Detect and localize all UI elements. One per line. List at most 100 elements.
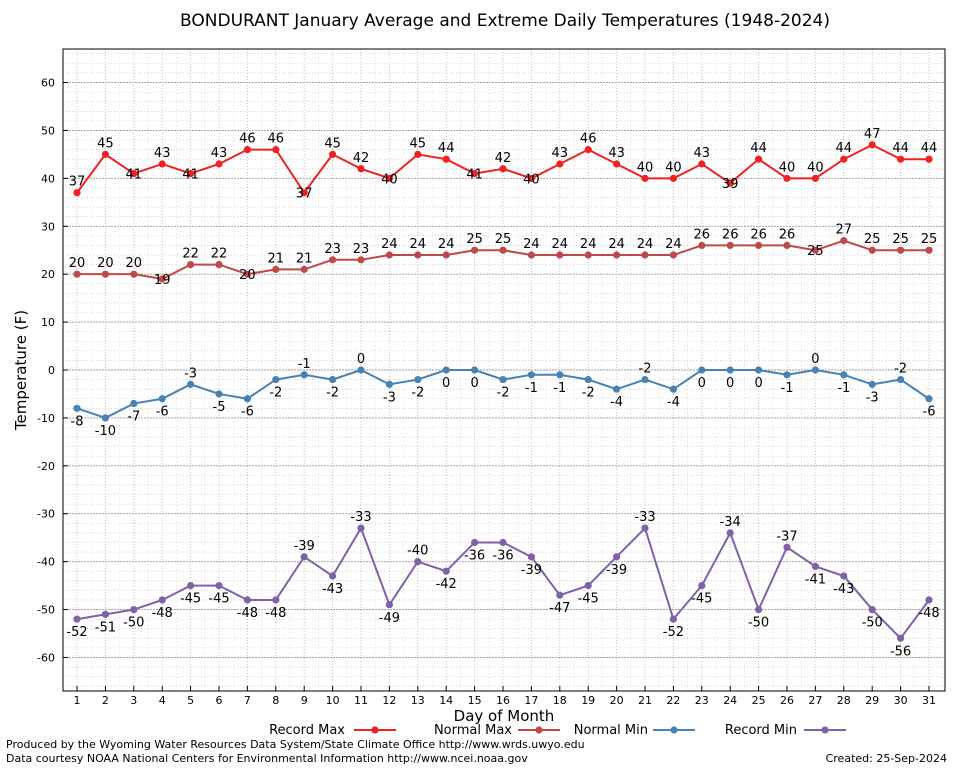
x-tick-label: 28	[837, 694, 851, 707]
data-label: 25	[921, 232, 938, 247]
data-label: -1	[781, 381, 794, 396]
data-label: -52	[663, 625, 684, 640]
data-point	[641, 251, 649, 259]
data-point	[73, 404, 81, 412]
data-label: -2	[582, 386, 595, 401]
data-point	[73, 189, 81, 197]
data-point	[158, 596, 166, 604]
data-label: -6	[923, 405, 936, 420]
data-label: -6	[156, 405, 169, 420]
data-point	[101, 414, 109, 422]
legend-item-record-max: Record Max	[269, 723, 396, 738]
data-label: 24	[381, 237, 398, 252]
data-label: 37	[296, 187, 313, 202]
data-point	[897, 246, 905, 254]
data-label: 44	[921, 141, 938, 156]
legend-item-normal-max: Normal Max	[434, 723, 560, 738]
data-label: 42	[353, 151, 370, 166]
data-label: 24	[637, 237, 654, 252]
legend-label: Record Min	[725, 723, 797, 738]
data-label: 24	[580, 237, 597, 252]
data-point	[357, 366, 365, 374]
data-point	[698, 241, 706, 250]
data-point	[471, 246, 479, 254]
y-tick-label: 20	[41, 268, 55, 281]
data-label: -36	[492, 548, 513, 563]
data-label: -4	[667, 395, 680, 410]
y-tick-label: 0	[48, 364, 55, 377]
data-label: -6	[241, 405, 254, 420]
data-label: -50	[123, 616, 144, 631]
data-label: -1	[837, 381, 850, 396]
data-point	[698, 160, 706, 168]
data-point	[442, 251, 450, 259]
data-label: 25	[466, 232, 483, 247]
data-point	[897, 155, 905, 163]
data-point	[556, 371, 564, 379]
data-label: -52	[66, 625, 87, 640]
data-point	[300, 189, 308, 197]
data-label: 24	[438, 237, 455, 252]
data-label: 22	[182, 247, 199, 262]
data-label: -45	[208, 592, 229, 607]
x-tick-label: 10	[326, 694, 340, 707]
data-point	[811, 174, 820, 182]
data-point	[385, 380, 393, 388]
data-point	[357, 165, 365, 173]
data-point	[130, 270, 138, 278]
data-point	[243, 596, 251, 604]
data-label: 26	[750, 227, 767, 242]
data-point	[329, 256, 337, 264]
x-tick-label: 20	[610, 694, 624, 707]
data-label: 23	[353, 242, 370, 257]
data-point	[329, 572, 337, 580]
data-point	[726, 529, 734, 537]
data-point	[101, 610, 109, 618]
data-point	[613, 160, 621, 168]
data-label: 44	[750, 141, 767, 156]
data-label: -40	[407, 544, 428, 559]
data-label: 20	[239, 268, 256, 283]
data-label: -48	[152, 606, 173, 621]
data-label: 46	[268, 132, 285, 147]
data-point	[73, 615, 81, 623]
data-point	[840, 371, 848, 379]
data-label: -2	[894, 362, 907, 377]
data-label: -39	[606, 563, 627, 578]
data-point	[442, 567, 450, 575]
data-label: 43	[608, 146, 625, 161]
data-point	[499, 538, 507, 547]
data-point	[925, 596, 933, 604]
data-point	[584, 375, 592, 384]
data-point	[414, 150, 422, 159]
x-tick-label: 24	[723, 694, 737, 707]
data-label: 0	[754, 376, 762, 391]
data-label: -5	[213, 400, 226, 415]
data-point	[243, 395, 251, 403]
y-tick-label: 40	[41, 172, 55, 185]
data-point	[868, 246, 876, 254]
data-label: 0	[357, 352, 365, 367]
data-label: 41	[182, 168, 199, 183]
data-label: -45	[180, 592, 201, 607]
data-label: -1	[298, 357, 311, 372]
x-tick-label: 21	[638, 694, 652, 707]
data-point	[101, 270, 109, 278]
x-tick-label: 1	[74, 694, 81, 707]
x-tick-label: 30	[894, 694, 908, 707]
data-label: 22	[211, 247, 228, 262]
data-label: 24	[523, 237, 540, 252]
data-label: -2	[411, 386, 424, 401]
data-point	[414, 558, 422, 566]
data-point	[897, 634, 905, 642]
data-label: -45	[691, 592, 712, 607]
y-tick-label: -10	[37, 412, 55, 425]
x-tick-label: 31	[922, 694, 936, 707]
data-label: -2	[497, 386, 510, 401]
data-label: -42	[436, 577, 457, 592]
legend-label: Normal Max	[434, 723, 512, 738]
data-label: 20	[97, 256, 114, 271]
data-point	[158, 395, 166, 403]
data-label: 40	[637, 160, 654, 175]
x-axis-label: Day of Month	[454, 707, 555, 725]
